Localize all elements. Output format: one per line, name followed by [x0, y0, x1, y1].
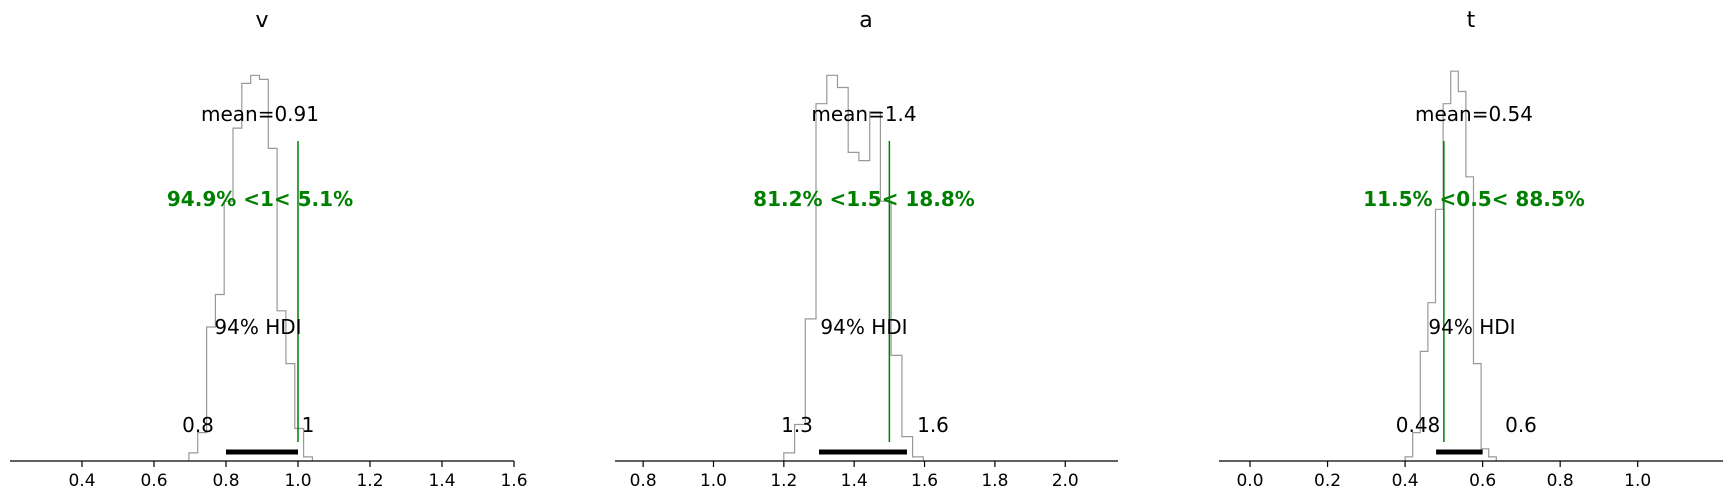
- reference-percent-label: 94.9% <1< 5.1%: [167, 187, 353, 211]
- x-tick-label: 0.6: [140, 471, 167, 491]
- hdi-low-label: 1.3: [781, 413, 813, 437]
- x-tick-label: 0.0: [1236, 471, 1263, 491]
- mean-label: mean=0.54: [1415, 102, 1533, 126]
- x-tick-label: 1.4: [841, 471, 868, 491]
- x-axis-ticks: 0.4 0.6 0.8 1.0 1.2 1.4 1.6: [68, 461, 528, 491]
- panel-v: v 0.4 0.6 0.8 1.0 1.2 1.4 1.6 mean=0.91 94.9% …: [10, 8, 528, 491]
- hdi-low-label: 0.48: [1396, 413, 1441, 437]
- histogram-outline: [188, 74, 313, 461]
- x-tick-label: 0.8: [1547, 471, 1574, 491]
- hdi-high-label: 1: [302, 413, 315, 437]
- mean-label: mean=0.91: [201, 102, 319, 126]
- histogram-outline: [783, 74, 924, 461]
- panel-a: a 0.8 1.0 1.2 1.4 1.6 1.8 2.0 mean=1.4 81.2% <…: [615, 8, 1118, 491]
- hdi-low-label: 0.8: [182, 413, 214, 437]
- x-tick-label: 1.2: [356, 471, 383, 491]
- x-tick-label: 1.8: [981, 471, 1008, 491]
- panel-title: a: [859, 8, 872, 33]
- panel-title: v: [255, 8, 268, 33]
- panel-title: t: [1467, 8, 1476, 33]
- x-tick-label: 0.8: [212, 471, 239, 491]
- x-tick-label: 0.4: [1392, 471, 1419, 491]
- x-tick-label: 1.4: [428, 471, 455, 491]
- x-tick-label: 1.0: [1624, 471, 1651, 491]
- x-tick-label: 1.0: [284, 471, 311, 491]
- x-tick-label: 1.6: [500, 471, 527, 491]
- hdi-label: 94% HDI: [820, 315, 907, 339]
- hdi-label: 94% HDI: [214, 315, 301, 339]
- reference-percent-label: 11.5% <0.5< 88.5%: [1363, 187, 1585, 211]
- x-axis-ticks: 0.8 1.0 1.2 1.4 1.6 1.8 2.0: [630, 461, 1079, 491]
- hdi-high-label: 1.6: [917, 413, 949, 437]
- x-tick-label: 0.8: [630, 471, 657, 491]
- hdi-label: 94% HDI: [1428, 315, 1515, 339]
- hdi-high-label: 0.6: [1505, 413, 1537, 437]
- x-tick-label: 1.0: [700, 471, 727, 491]
- x-axis-ticks: 0.0 0.2 0.4 0.6 0.8 1.0: [1236, 461, 1651, 491]
- reference-percent-label: 81.2% <1.5< 18.8%: [753, 187, 975, 211]
- histogram-outline: [1404, 70, 1497, 461]
- x-tick-label: 0.2: [1314, 471, 1341, 491]
- x-tick-label: 0.6: [1469, 471, 1496, 491]
- x-tick-label: 2.0: [1052, 471, 1079, 491]
- panel-t: t 0.0 0.2 0.4 0.6 0.8 1.0 mean=0.54 11.5% <0.…: [1219, 8, 1723, 491]
- x-tick-label: 1.2: [770, 471, 797, 491]
- x-tick-label: 0.4: [68, 471, 95, 491]
- mean-label: mean=1.4: [811, 102, 916, 126]
- x-tick-label: 1.6: [911, 471, 938, 491]
